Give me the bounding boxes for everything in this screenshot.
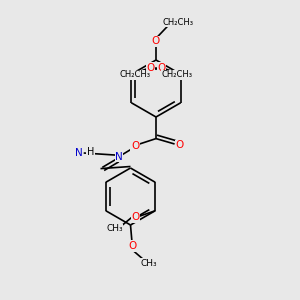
Text: O: O — [146, 63, 154, 73]
Text: N: N — [115, 152, 123, 162]
Text: O: O — [131, 141, 139, 152]
Text: CH₂CH₃: CH₂CH₃ — [120, 70, 151, 79]
Text: H: H — [87, 147, 94, 157]
Text: CH₂CH₃: CH₂CH₃ — [162, 18, 193, 27]
Text: O: O — [128, 241, 136, 251]
Text: CH₃: CH₃ — [141, 259, 158, 268]
Text: O: O — [158, 63, 166, 73]
Text: O: O — [175, 140, 184, 151]
Text: O: O — [152, 36, 160, 46]
Text: N: N — [75, 148, 83, 158]
Text: O: O — [132, 212, 140, 222]
Text: CH₃: CH₃ — [106, 224, 123, 233]
Text: CH₂CH₃: CH₂CH₃ — [161, 70, 192, 79]
